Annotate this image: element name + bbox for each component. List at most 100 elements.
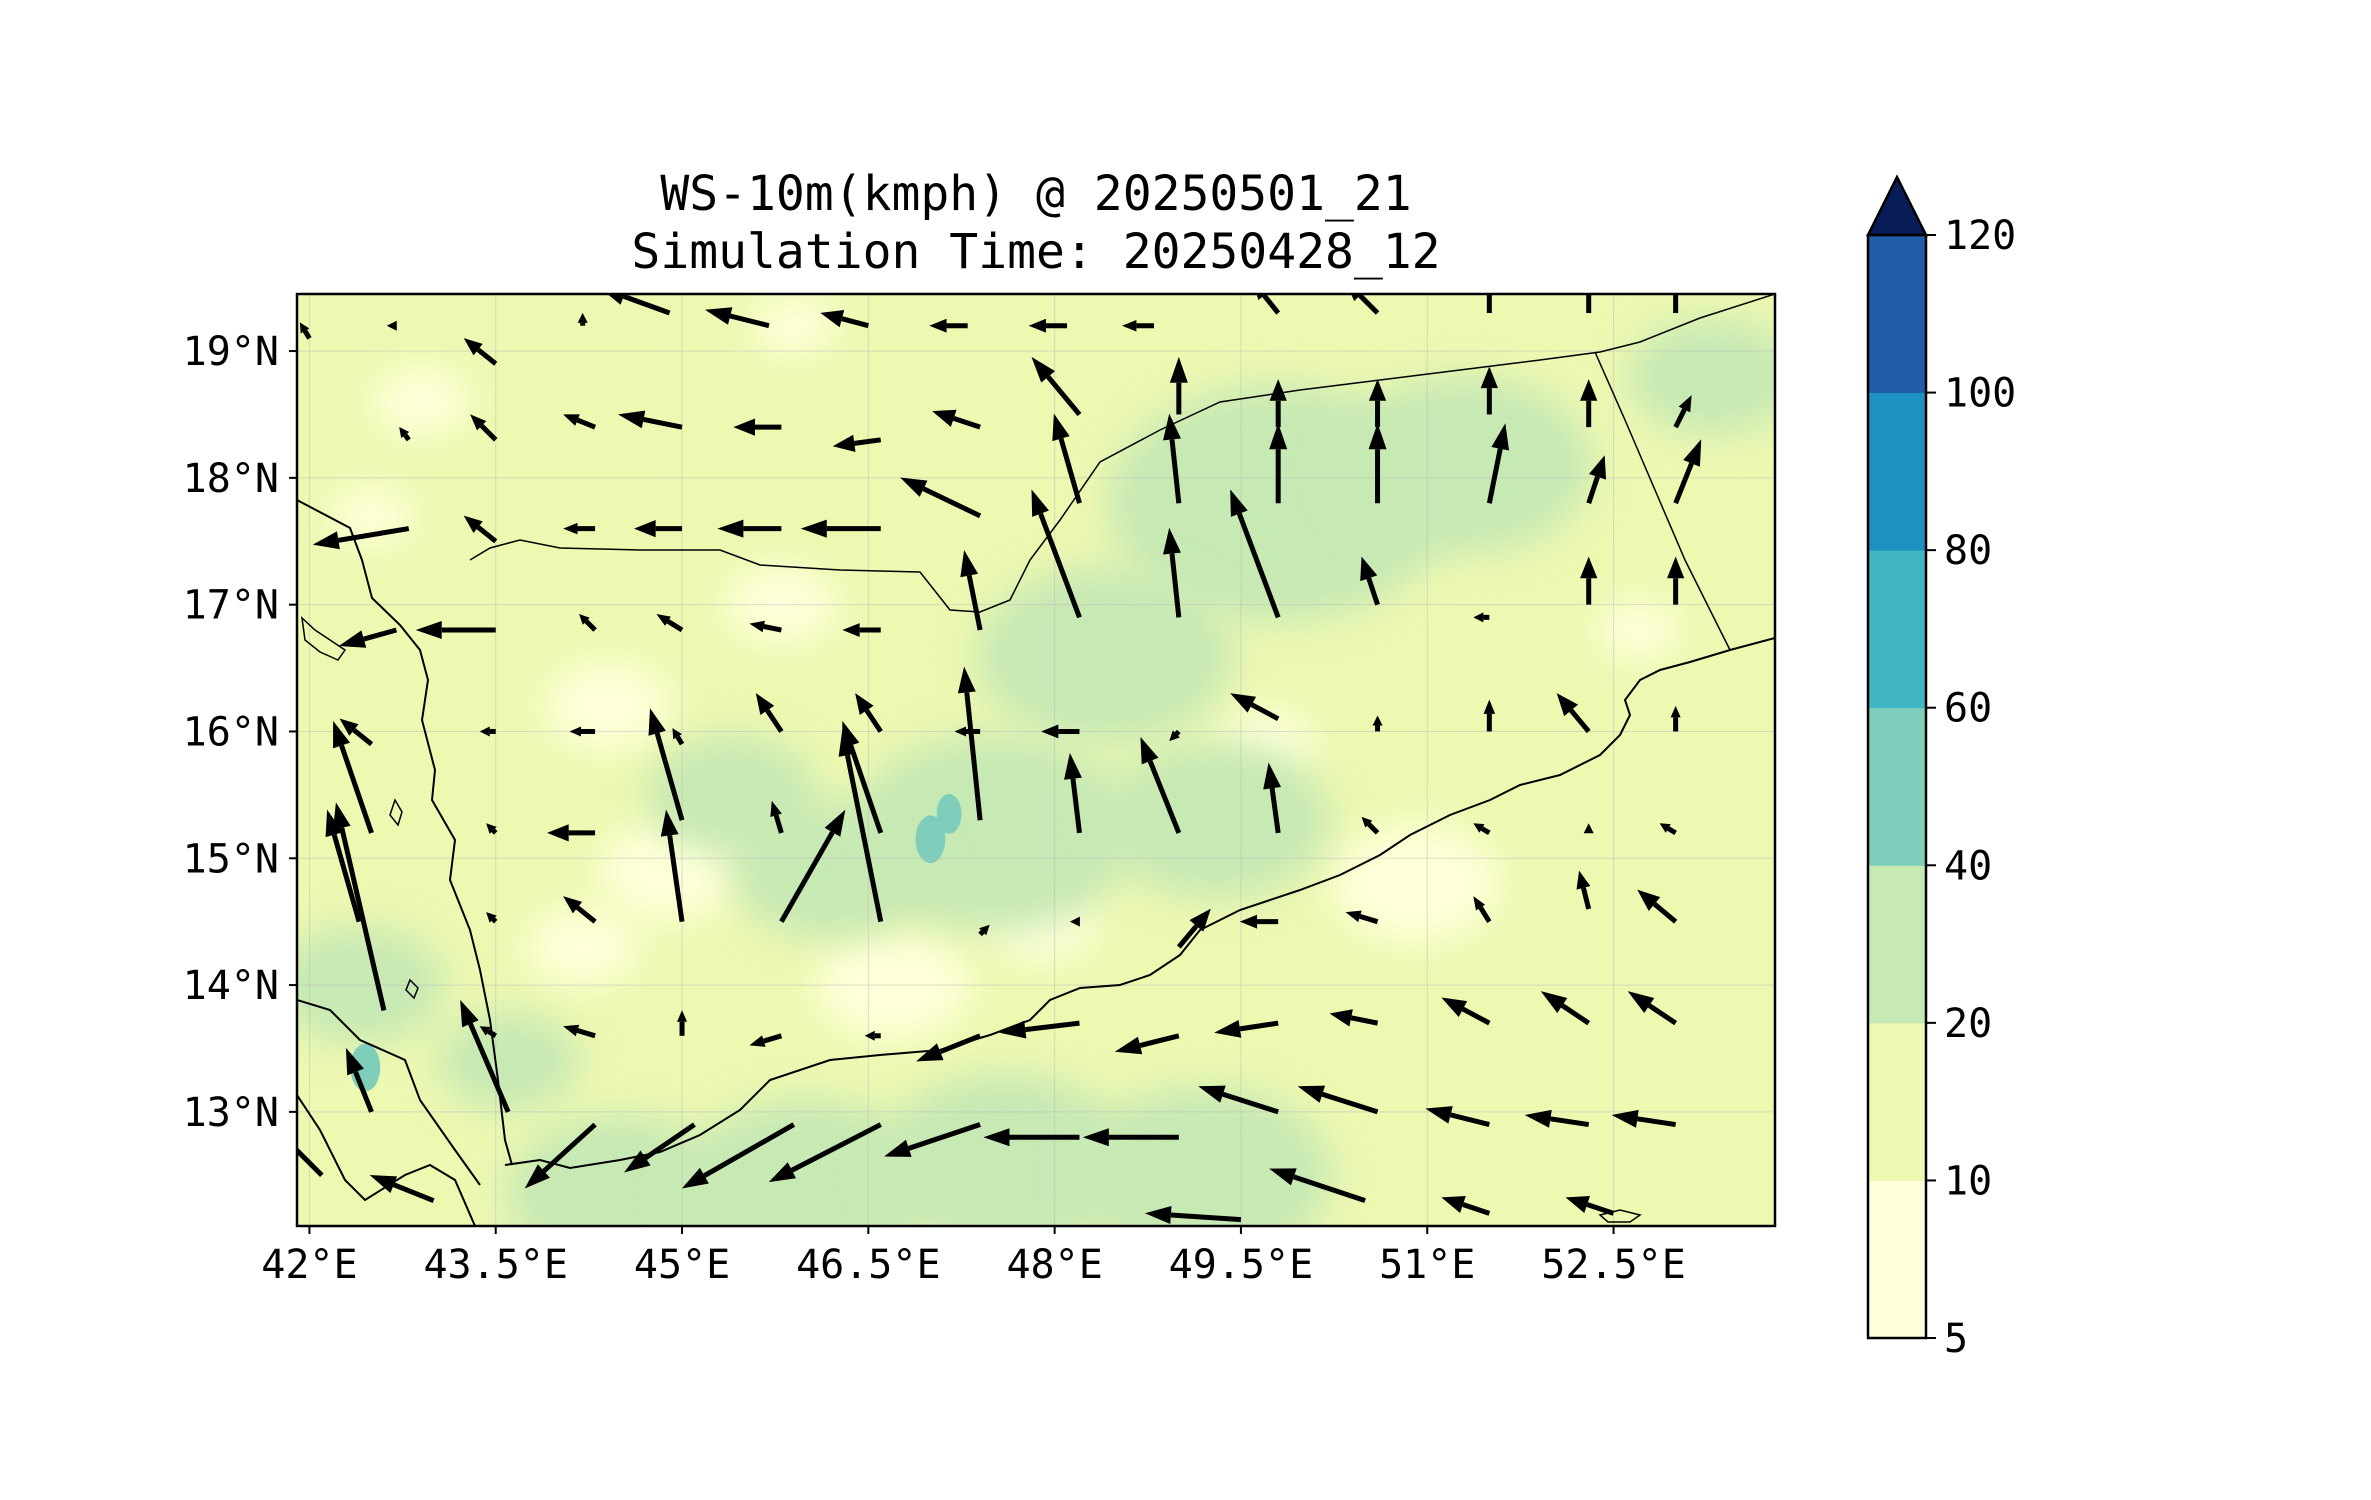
calm-area-2 — [543, 661, 672, 751]
wind-vector-84 — [1659, 823, 1677, 836]
map-plot-area — [297, 294, 1775, 1226]
wind-vector-130 — [1269, 1168, 1366, 1204]
wind-vector-96 — [1473, 896, 1492, 923]
strong-area-1 — [936, 794, 962, 834]
wind-vector-27 — [1580, 379, 1598, 428]
wind-vector-132 — [1565, 1195, 1615, 1216]
moderate-area-2 — [975, 565, 1233, 745]
wind-vector-47 — [749, 620, 782, 633]
wind-vector-60 — [672, 728, 685, 746]
wind-vector-37 — [1163, 413, 1182, 504]
calm-area-11 — [750, 295, 837, 356]
wind-vectors — [297, 294, 1702, 1224]
wind-vector-40 — [1486, 423, 1510, 504]
wind-vector-55 — [1580, 556, 1598, 605]
wind-vector-52 — [1230, 489, 1281, 619]
wind-vector-81 — [1361, 816, 1380, 835]
wind-vector-98 — [1637, 889, 1678, 924]
wind-vector-91 — [978, 924, 990, 937]
wind-vector-11 — [1351, 294, 1380, 315]
moderate-area-8 — [436, 1011, 580, 1111]
wind-vector-15 — [399, 427, 411, 442]
colorbar-tick-label-6: 100 — [1944, 371, 2016, 417]
wind-vector-56 — [1666, 556, 1685, 605]
map-gridlines — [297, 294, 1775, 1226]
colorbar-frame — [1866, 233, 1928, 1340]
moderate-area-13 — [1627, 316, 1775, 437]
wind-vector-65 — [1169, 729, 1181, 742]
moderate-area-12 — [1075, 1085, 1333, 1226]
colorbar-band-3 — [1868, 707, 1926, 866]
wind-vector-97 — [1576, 870, 1592, 910]
wind-vector-126 — [1611, 1109, 1677, 1128]
wind-vector-5 — [704, 307, 770, 329]
wind-vector-48 — [842, 623, 881, 637]
wind-vector-82 — [1473, 823, 1491, 836]
wind-vector-78 — [1064, 752, 1082, 834]
colorbar-band-6 — [1868, 235, 1926, 394]
colorbar-tick-label-2: 20 — [1944, 1001, 1992, 1047]
calm-area-7 — [1329, 824, 1501, 944]
colorbar-tick-label-7: 120 — [1944, 213, 2016, 259]
wind-vector-45 — [579, 614, 597, 632]
wind-vector-105 — [916, 1033, 982, 1062]
wind-vector-104 — [864, 1030, 881, 1041]
farasan-islands — [300, 616, 347, 661]
wind-vector-14 — [1673, 294, 1679, 314]
colorbar-band-5 — [1868, 392, 1926, 551]
wind-vector-32 — [634, 519, 683, 538]
wind-vector-9 — [1121, 319, 1154, 332]
wind-vector-69 — [1556, 693, 1591, 734]
wind-vector-94 — [1239, 914, 1279, 929]
lon-tick-label-4: 48°E — [1006, 1242, 1102, 1288]
wind-vector-109 — [1329, 1009, 1379, 1027]
wind-vector-99 — [333, 802, 387, 1011]
wind-vector-73 — [547, 824, 596, 842]
colorbar-tick-label-0: 5 — [1944, 1316, 1968, 1362]
wind-vector-103 — [749, 1033, 783, 1047]
moderate-area-9 — [505, 1114, 735, 1226]
colorbar-tick-label-1: 10 — [1944, 1158, 1992, 1204]
wind-vector-110 — [1441, 997, 1491, 1026]
wind-vector-66 — [1230, 693, 1280, 721]
wind-vector-72 — [486, 823, 498, 835]
wind-vector-124 — [1425, 1106, 1490, 1127]
lon-tick-label-3: 46.5°E — [796, 1242, 941, 1288]
wind-vector-20 — [832, 434, 882, 452]
wind-vector-87 — [563, 896, 597, 924]
lon-tick-label-0: 42°E — [261, 1242, 357, 1288]
colorbar-band-4 — [1868, 550, 1926, 709]
gulf-of-aden-north-coast — [504, 637, 1775, 1170]
wind-vector-64 — [1041, 724, 1080, 739]
wind-vector-88 — [660, 809, 685, 923]
wind-vector-70 — [1670, 705, 1681, 732]
wind-vector-17 — [563, 414, 597, 430]
colorbar-tick-label-3: 40 — [1944, 843, 1992, 889]
wind-vector-83 — [1583, 823, 1594, 834]
wind-vector-77 — [957, 666, 983, 821]
wind-vector-2 — [463, 338, 498, 366]
socotra-coast — [1598, 1209, 1642, 1223]
wind-vector-107 — [1114, 1033, 1180, 1055]
kamaran-island — [389, 798, 403, 827]
wind-vector-128 — [369, 1175, 435, 1203]
wind-vector-24 — [1269, 379, 1287, 428]
wind-vector-125 — [1524, 1109, 1590, 1128]
wind-vector-92 — [1069, 916, 1080, 927]
wind-vector-118 — [768, 1122, 882, 1183]
wind-vector-106 — [999, 1020, 1080, 1039]
wind-vector-71 — [333, 720, 374, 834]
wind-vector-90 — [838, 729, 884, 923]
wind-vector-10 — [1256, 294, 1281, 315]
moderate-area-1 — [1335, 375, 1594, 555]
wind-vector-39 — [1368, 423, 1387, 504]
wind-vector-101 — [563, 1024, 596, 1039]
wind-vector-117 — [681, 1122, 796, 1189]
lat-tick-label-2: 17°N — [183, 583, 279, 629]
wind-vector-120 — [983, 1128, 1080, 1147]
map-title-line-2: Simulation Time: 20250428_12 — [631, 224, 1441, 280]
lon-tick-label-2: 45°E — [634, 1242, 730, 1288]
lat-tick-label-5: 14°N — [183, 963, 279, 1009]
wind-vector-95 — [1345, 910, 1379, 925]
wind-vector-51 — [1163, 527, 1182, 618]
